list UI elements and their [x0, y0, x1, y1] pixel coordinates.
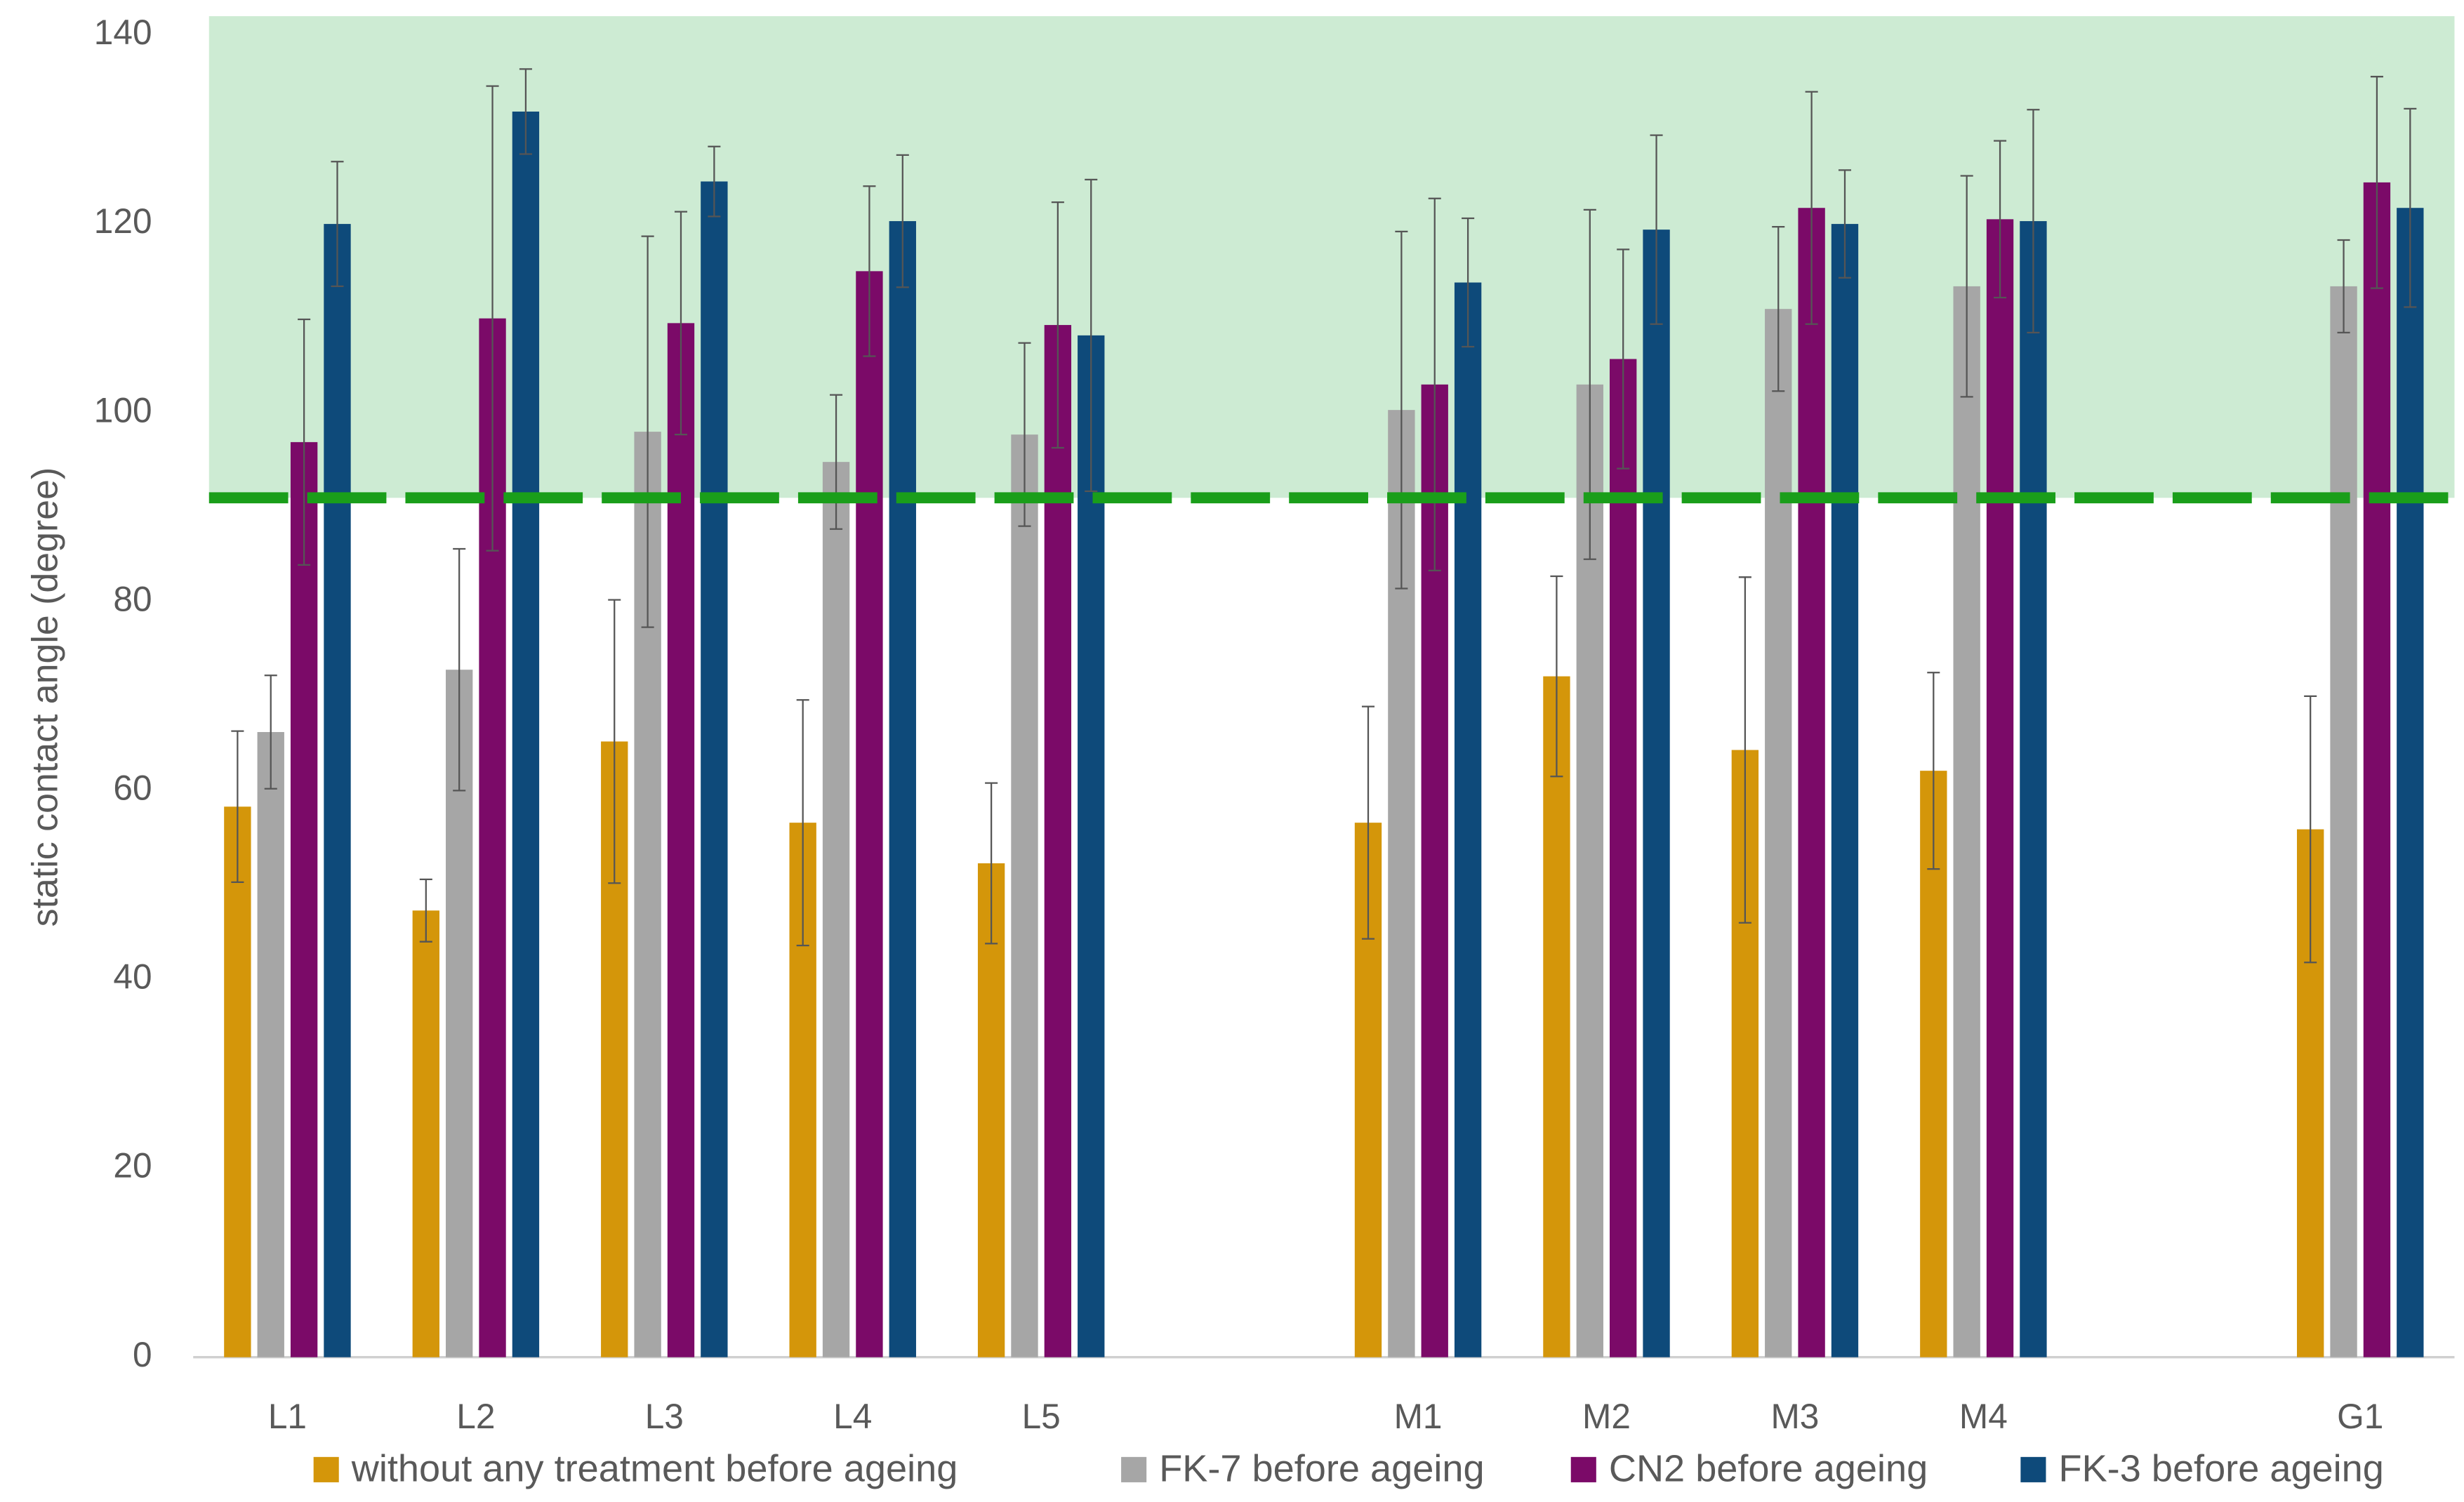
bar: [1011, 434, 1038, 1357]
bar: [1643, 230, 1670, 1357]
y-tick-label: 0: [133, 1335, 152, 1374]
legend-label: FK-3 before ageing: [2059, 1447, 2384, 1489]
x-tick-label: L2: [456, 1397, 495, 1436]
y-axis-label: static contact angle (degree): [24, 467, 65, 927]
legend-label: CN2 before ageing: [1609, 1447, 1928, 1489]
error-bar: [1650, 134, 1663, 325]
bar: [1765, 309, 1792, 1357]
bar: [822, 462, 850, 1357]
error-bar: [1738, 576, 1751, 924]
error-bar: [1994, 140, 2007, 299]
error-bar: [1617, 248, 1630, 470]
error-bar: [1805, 91, 1818, 325]
error-bar: [419, 878, 432, 943]
y-tick-label: 40: [113, 957, 152, 997]
error-bar: [796, 699, 809, 947]
legend-label: FK-7 before ageing: [1159, 1447, 1484, 1489]
error-bar: [1960, 175, 1973, 398]
x-tick-label: L1: [268, 1397, 307, 1436]
error-bar: [453, 547, 466, 792]
y-tick-label: 140: [94, 13, 152, 52]
bar: [290, 441, 318, 1357]
error-bar: [2404, 107, 2417, 308]
error-bar: [608, 599, 621, 884]
error-bar: [1051, 201, 1064, 449]
x-tick-label: M1: [1394, 1397, 1443, 1436]
error-bar: [708, 145, 721, 218]
bar: [1044, 325, 1072, 1357]
error-bar: [486, 85, 499, 552]
bar: [2330, 286, 2357, 1357]
legend-swatch: [2020, 1456, 2046, 1482]
legend-swatch: [1570, 1456, 1596, 1482]
bar: [1610, 359, 1637, 1357]
legend-label: without any treatment before ageing: [351, 1447, 958, 1489]
error-bar: [1428, 197, 1441, 572]
bar: [257, 731, 284, 1357]
shaded-region: [208, 16, 2455, 498]
bar: [1986, 219, 2014, 1357]
y-tick-label: 100: [94, 390, 152, 430]
y-tick-label: 20: [113, 1146, 152, 1185]
legend-swatch: [1121, 1456, 1147, 1482]
error-bar: [1772, 225, 1785, 392]
error-bar: [985, 782, 998, 945]
error-bar: [1550, 575, 1563, 778]
bar: [701, 181, 728, 1357]
error-bar: [641, 235, 654, 628]
bar: [977, 863, 1005, 1357]
error-bar: [830, 394, 843, 530]
x-tick-label: L4: [833, 1397, 872, 1436]
error-bar: [1927, 672, 1940, 870]
bar: [1543, 676, 1570, 1357]
error-bar: [2370, 76, 2383, 289]
bar: [324, 224, 351, 1357]
bar: [1078, 335, 1105, 1357]
error-bar: [231, 730, 244, 884]
bar: [1831, 224, 1859, 1357]
bar: [2397, 208, 2424, 1357]
error-bar: [1462, 217, 1475, 348]
bar: [1454, 282, 1482, 1357]
error-bar: [298, 318, 311, 566]
x-tick-label: M2: [1582, 1397, 1631, 1436]
error-bar: [1395, 230, 1408, 590]
x-tick-label: G1: [2337, 1397, 2383, 1436]
x-tick-label: L5: [1022, 1397, 1061, 1436]
bar: [412, 910, 439, 1357]
error-bar: [2027, 109, 2040, 333]
bar: [856, 271, 883, 1357]
error-bar: [2337, 239, 2350, 333]
bar: [667, 323, 695, 1357]
error-bar: [1361, 705, 1375, 940]
bar: [2020, 221, 2047, 1357]
bar: [1798, 208, 1825, 1357]
error-bar: [1838, 169, 1852, 279]
error-bar: [863, 185, 876, 357]
legend-swatch: [313, 1456, 339, 1482]
error-bar: [1085, 178, 1098, 493]
error-bar: [896, 154, 909, 288]
bar: [1953, 286, 1980, 1357]
bar: [512, 111, 540, 1357]
y-tick-label: 60: [113, 769, 152, 808]
x-tick-label: L3: [645, 1397, 684, 1436]
bar: [224, 806, 251, 1357]
x-tick-label: M4: [1959, 1397, 2008, 1436]
error-bar: [674, 211, 688, 436]
x-tick-label: M3: [1770, 1397, 1819, 1436]
y-tick-label: 80: [113, 579, 152, 618]
error-bar: [264, 674, 277, 790]
error-bar: [2304, 695, 2317, 964]
bar: [2363, 182, 2391, 1357]
bar: [889, 221, 916, 1357]
y-tick-label: 120: [94, 201, 152, 241]
error-bar: [331, 161, 344, 288]
error-bar: [519, 68, 532, 155]
